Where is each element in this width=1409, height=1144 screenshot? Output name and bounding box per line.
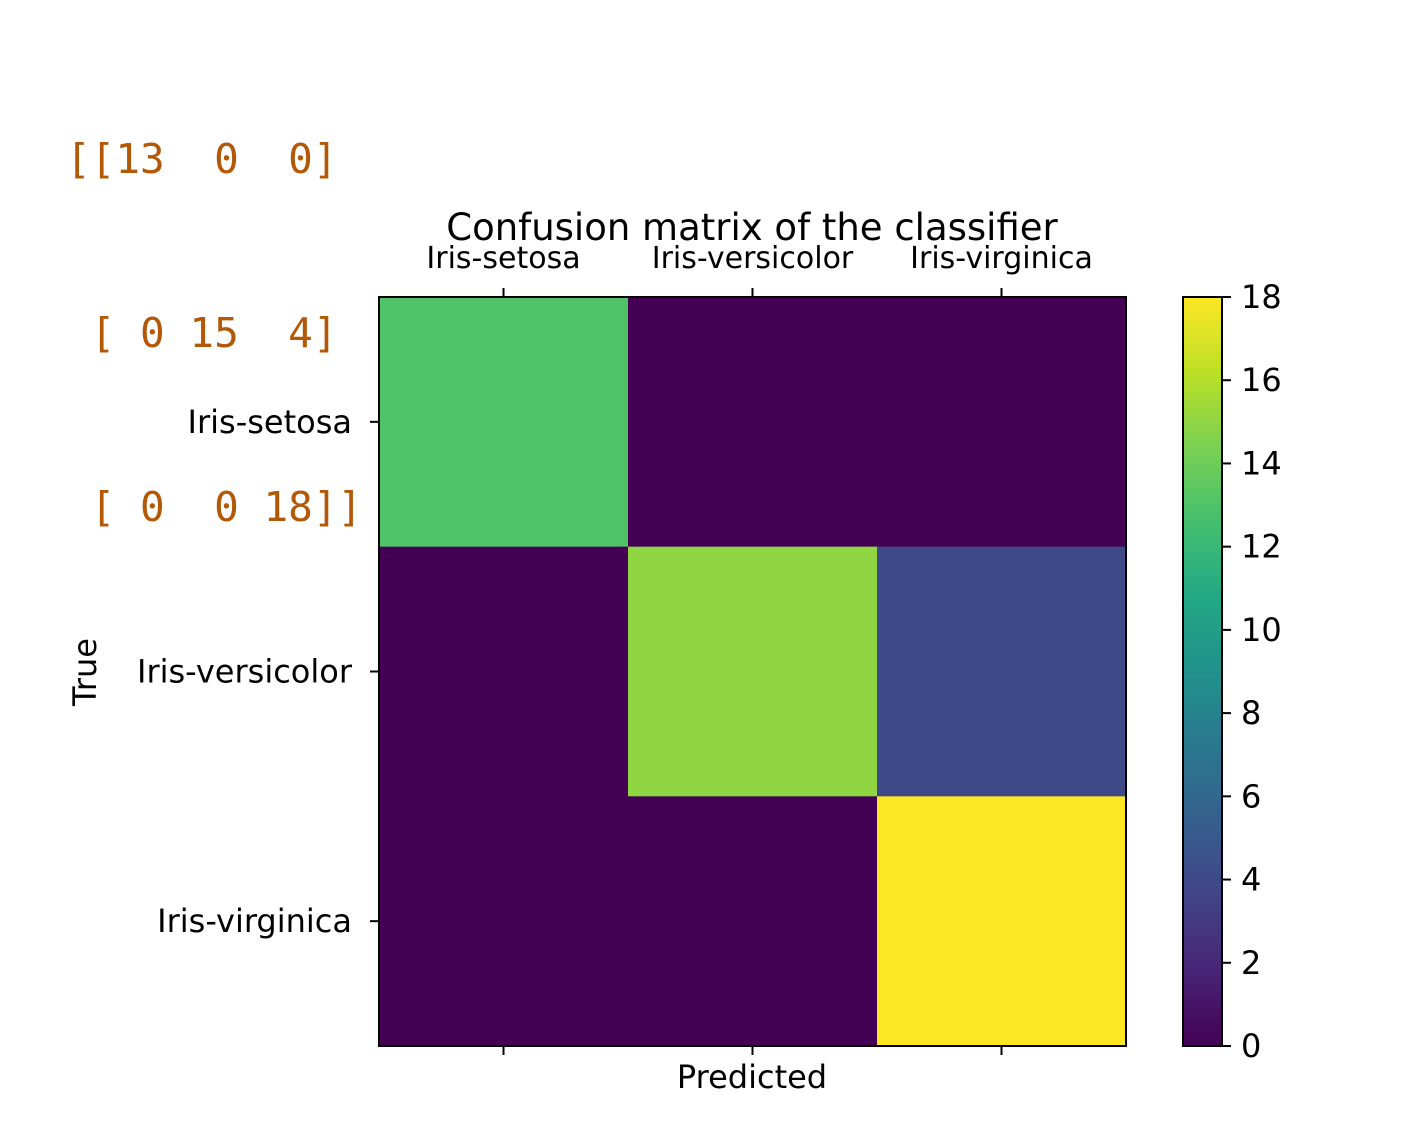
colorbar-tick-label: 2 <box>1241 944 1261 982</box>
heatmap-cell <box>877 796 1127 1047</box>
x-tick-label: Iris-versicolor <box>652 241 854 276</box>
printed-matrix: [[13 0 0] [ 0 15 4] [ 0 0 18]] <box>66 14 362 594</box>
heatmap-cell <box>628 796 878 1047</box>
heatmap-cell <box>628 297 878 548</box>
heatmap-cell <box>379 796 629 1047</box>
colorbar-tick-label: 0 <box>1241 1027 1261 1065</box>
colorbar-tick-label: 18 <box>1241 278 1282 316</box>
heatmap-cell <box>379 546 629 797</box>
heatmap-cell <box>379 297 629 548</box>
x-axis-label: Predicted <box>677 1058 827 1096</box>
colorbar-tick-label: 14 <box>1241 444 1282 482</box>
y-tick-label: Iris-setosa <box>188 403 352 441</box>
colorbar-tick-label: 16 <box>1241 361 1282 399</box>
heatmap-cell <box>628 546 878 797</box>
colorbar-tick-label: 10 <box>1241 611 1282 649</box>
chart-title: Confusion matrix of the classifier <box>446 206 1058 249</box>
x-tick-label: Iris-setosa <box>426 241 580 276</box>
y-tick-label: Iris-virginica <box>157 902 352 940</box>
printed-matrix-line: [ 0 15 4] <box>66 309 338 357</box>
colorbar-tick-label: 12 <box>1241 528 1282 566</box>
printed-matrix-line: [ 0 0 18]] <box>66 483 363 531</box>
colorbar <box>1182 296 1223 1047</box>
y-tick-label: Iris-versicolor <box>137 653 353 691</box>
heatmap-cell <box>877 297 1127 548</box>
x-tick-label: Iris-virginica <box>910 241 1093 276</box>
colorbar-tick-label: 6 <box>1241 777 1261 815</box>
heatmap-cell <box>877 546 1127 797</box>
colorbar-tick-label: 8 <box>1241 694 1261 732</box>
colorbar-tick-label: 4 <box>1241 861 1261 899</box>
printed-matrix-line: [[13 0 0] <box>66 135 338 183</box>
y-axis-label: True <box>66 638 104 707</box>
